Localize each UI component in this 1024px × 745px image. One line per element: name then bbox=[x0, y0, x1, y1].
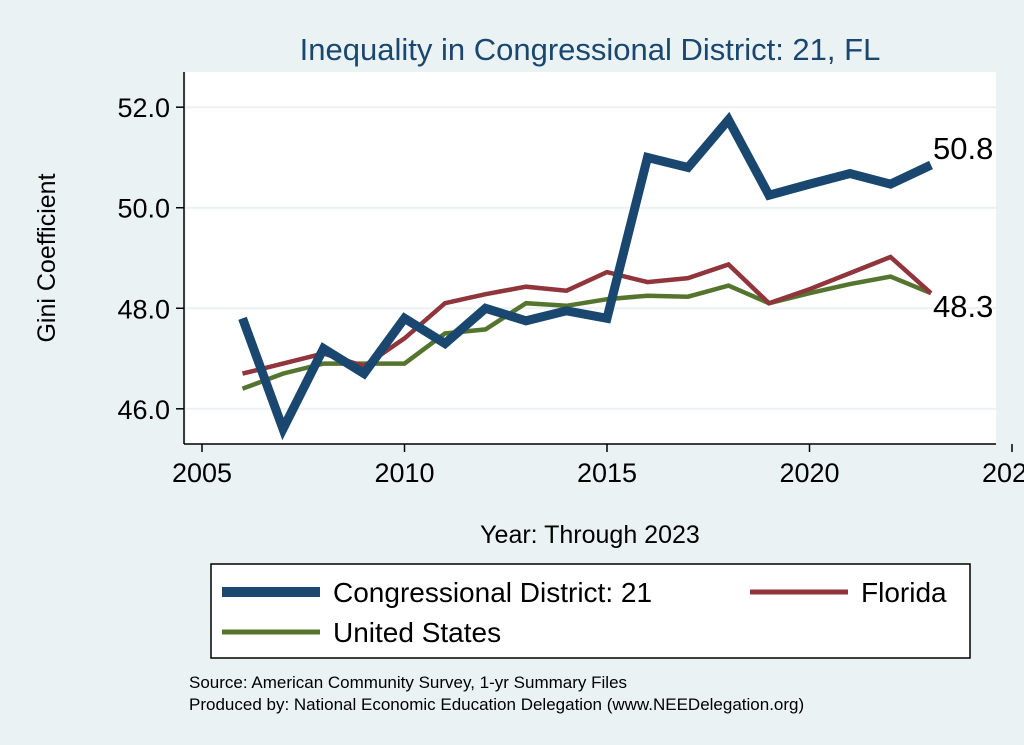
end-label-district: 50.8 bbox=[933, 131, 993, 166]
y-axis-label: Gini Coefficient bbox=[33, 173, 61, 342]
legend-label-florida: Florida bbox=[861, 577, 947, 608]
x-tick-label: 2010 bbox=[374, 458, 434, 488]
y-tick-label: 52.0 bbox=[117, 93, 170, 123]
chart-title: Inequality in Congressional District: 21… bbox=[300, 32, 881, 67]
y-tick-label: 48.0 bbox=[117, 294, 170, 324]
x-tick-label: 2015 bbox=[577, 458, 637, 488]
source-note: Source: American Community Survey, 1-yr … bbox=[189, 673, 627, 692]
legend-box bbox=[210, 563, 971, 659]
series-line-district bbox=[238, 111, 933, 441]
x-tick-label: 2005 bbox=[172, 458, 232, 488]
y-tick-label: 50.0 bbox=[117, 194, 170, 224]
end-label-florida: 48.3 bbox=[933, 289, 993, 324]
legend: Congressional District: 21 Florida Unite… bbox=[210, 563, 971, 659]
series-line-florida bbox=[241, 254, 933, 376]
y-ticks: 46.0 48.0 50.0 52.0 bbox=[117, 93, 184, 425]
x-tick-label: 2020 bbox=[779, 458, 839, 488]
legend-label-district: Congressional District: 21 bbox=[333, 577, 652, 608]
y-tick-label: 46.0 bbox=[117, 395, 170, 425]
producer-note: Produced by: National Economic Education… bbox=[189, 695, 804, 714]
legend-label-us: United States bbox=[333, 617, 501, 648]
x-axis-label: Year: Through 2023 bbox=[480, 521, 700, 549]
series-lines bbox=[238, 111, 933, 441]
plot-area bbox=[186, 72, 996, 444]
gridlines bbox=[186, 106, 996, 410]
annotations: 50.8 48.3 bbox=[933, 131, 993, 324]
